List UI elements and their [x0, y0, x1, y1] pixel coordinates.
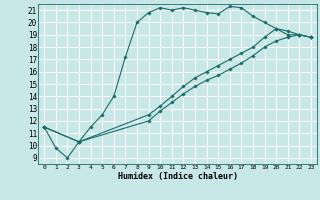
X-axis label: Humidex (Indice chaleur): Humidex (Indice chaleur)	[118, 172, 238, 181]
